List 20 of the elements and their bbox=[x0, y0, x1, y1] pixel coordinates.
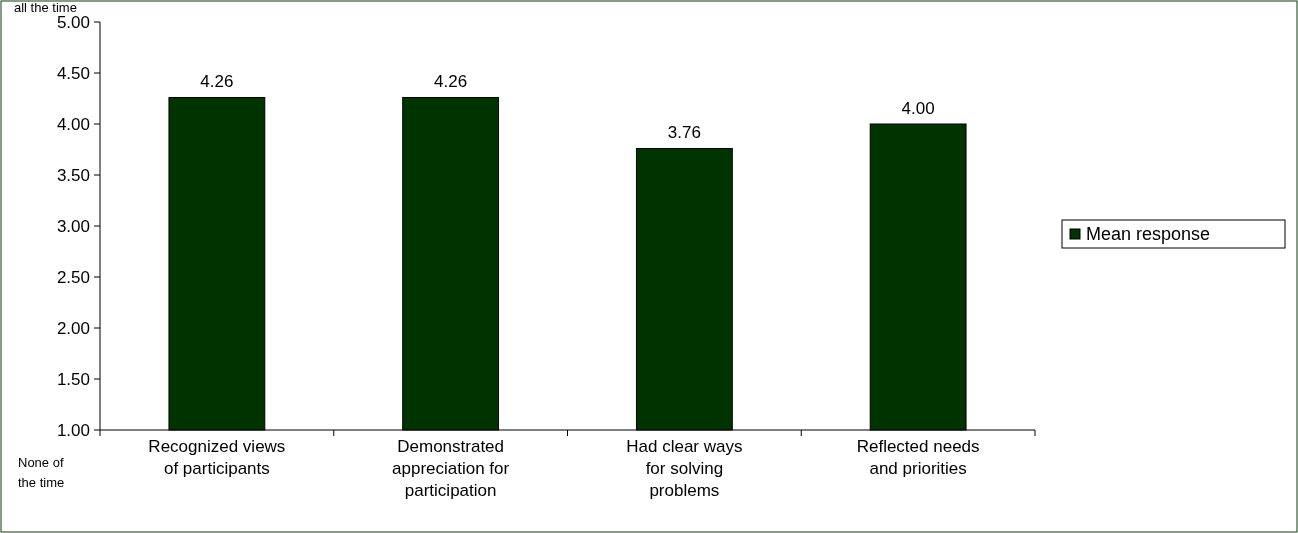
x-tick-label: Had clear ways for solving problems bbox=[626, 437, 743, 500]
text: 4.26 bbox=[434, 72, 468, 92]
y-tick-label: 4.50 bbox=[56, 63, 90, 83]
x-tick-label: Reflected needs and priorities bbox=[856, 437, 980, 478]
text: 3.76 bbox=[667, 123, 701, 143]
y-tick-label: 1.50 bbox=[56, 369, 90, 389]
text: 4.00 bbox=[901, 99, 935, 118]
y-tick-label: 2.00 bbox=[56, 318, 90, 338]
y-tick-label: 4.00 bbox=[56, 114, 90, 134]
x-tick-label: Demonstrated appreciation for participation bbox=[392, 437, 510, 500]
y-tick-label: 5.00 bbox=[56, 12, 90, 32]
text: None of the time bbox=[18, 455, 65, 490]
y-tick-label: 2.50 bbox=[56, 267, 90, 287]
y-tick-label: 3.00 bbox=[56, 216, 90, 236]
text: 4.26 bbox=[200, 72, 234, 92]
x-tick-label: Recognized views of participants bbox=[148, 437, 286, 478]
text: all the time bbox=[14, 0, 77, 15]
y-tick-label: 3.50 bbox=[56, 165, 90, 185]
legend-label: Mean response bbox=[1086, 224, 1211, 245]
y-tick-label: 1.00 bbox=[56, 420, 90, 440]
